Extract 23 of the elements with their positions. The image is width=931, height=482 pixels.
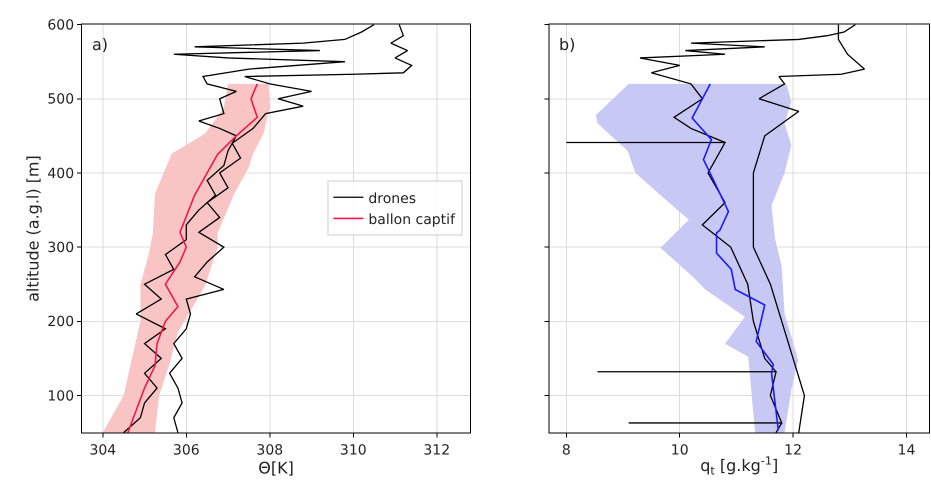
x-tick-label: 308	[256, 442, 284, 458]
y-axis-title: altitude (a.g.l) [m]	[23, 155, 42, 302]
x-tick-label: 312	[423, 442, 450, 458]
x-tick-label: 306	[172, 442, 200, 458]
legend-label: drones	[368, 190, 416, 207]
x-tick-label: 304	[89, 442, 116, 458]
x-tick-label: 12	[784, 442, 802, 458]
y-tick-label: 400	[47, 166, 74, 182]
x-tick-label: 310	[340, 442, 367, 458]
x-tick-label: 14	[898, 442, 916, 458]
x-tick-label: 8	[562, 442, 571, 458]
y-tick-label: 500	[47, 92, 74, 108]
annotation: b)	[559, 35, 576, 54]
legend-label: ballon captif	[368, 212, 456, 228]
x-tick-label: 10	[670, 442, 689, 458]
y-tick-label: 200	[47, 314, 74, 330]
y-tick-label: 300	[47, 240, 74, 256]
y-tick-label: 600	[47, 17, 74, 34]
x-axis-title: Θ[K]	[258, 458, 294, 478]
x-axis-title: q$_{t}$ [g.kg$^{-1}$]	[700, 454, 778, 478]
y-tick-label: 100	[47, 388, 74, 404]
annotation: a)	[92, 35, 108, 54]
line-series	[127, 83, 258, 433]
